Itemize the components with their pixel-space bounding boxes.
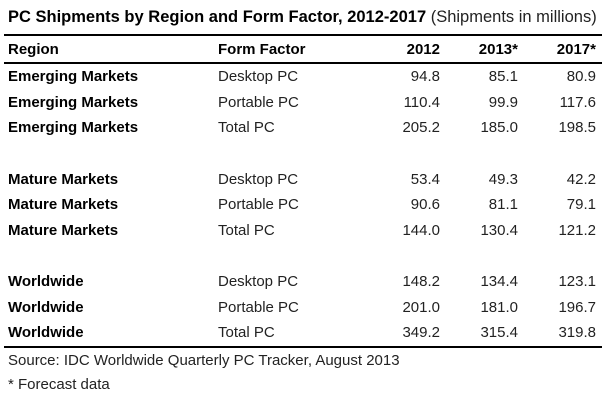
table-row: Mature Markets Desktop PC 53.4 49.3 42.2 [4, 167, 602, 193]
table-row: Worldwide Desktop PC 148.2 134.4 123.1 [4, 269, 602, 295]
cell-region: Emerging Markets [8, 68, 139, 86]
cell-2017: 80.9 [566, 68, 596, 86]
cell-2012: 349.2 [364, 320, 446, 348]
table-subtitle: (Shipments in millions) [430, 8, 597, 26]
cell-2017: 121.2 [558, 221, 596, 239]
cell-region: Mature Markets [8, 196, 119, 214]
cell-2012: 144.0 [402, 221, 440, 239]
cell-2012: 110.4 [403, 93, 440, 111]
cell-2012: 201.0 [402, 298, 440, 316]
source-note: Source: IDC Worldwide Quarterly PC Track… [8, 352, 400, 369]
cell-form-factor: Desktop PC [218, 170, 299, 188]
header-form-factor: Form Factor [218, 34, 364, 64]
cell-2013: 134.4 [480, 273, 518, 291]
table-title-row: PC Shipments by Region and Form Factor, … [8, 8, 597, 27]
cell-2013: 99.9 [488, 93, 518, 111]
group-spacer [4, 243, 602, 269]
cell-form-factor: Total PC [218, 221, 275, 239]
cell-2013: 185.0 [480, 119, 518, 137]
cell-2017: 117.6 [559, 93, 596, 111]
cell-2017: 123.1 [558, 273, 596, 291]
cell-form-factor: Desktop PC [218, 273, 299, 291]
cell-form-factor: Portable PC [218, 196, 299, 214]
cell-2013: 181.0 [480, 298, 518, 316]
cell-2017: 319.8 [524, 320, 602, 348]
cell-region: Mature Markets [8, 170, 119, 188]
table-title: PC Shipments by Region and Form Factor, … [8, 8, 427, 26]
table-row: Emerging Markets Total PC 205.2 185.0 19… [4, 115, 602, 141]
shipments-table: Region Form Factor 2012 2013* 2017* Emer… [4, 34, 602, 348]
cell-2013: 81.1 [488, 196, 518, 214]
forecast-footnote: * Forecast data [8, 376, 110, 393]
cell-region: Worldwide [8, 298, 84, 316]
cell-2017: 198.5 [558, 119, 596, 137]
cell-2017: 196.7 [558, 298, 596, 316]
cell-form-factor: Total PC [218, 320, 364, 348]
cell-2017: 42.2 [566, 170, 596, 188]
table-row: Mature Markets Portable PC 90.6 81.1 79.… [4, 192, 602, 218]
table-row: Worldwide Portable PC 201.0 181.0 196.7 [4, 295, 602, 321]
cell-2012: 205.2 [402, 119, 440, 137]
cell-2012: 94.8 [410, 68, 440, 86]
group-spacer [4, 141, 602, 167]
header-2013: 2013* [446, 34, 524, 64]
header-2012: 2012 [364, 34, 446, 64]
table-row: Emerging Markets Desktop PC 94.8 85.1 80… [4, 63, 602, 90]
cell-2017: 79.1 [566, 196, 596, 214]
cell-form-factor: Total PC [218, 119, 275, 137]
header-region: Region [4, 34, 218, 64]
cell-form-factor: Desktop PC [218, 68, 299, 86]
table-row: Emerging Markets Portable PC 110.4 99.9 … [4, 90, 602, 116]
header-2017: 2017* [524, 34, 602, 64]
cell-region: Worldwide [8, 273, 84, 291]
cell-2013: 85.1 [488, 68, 518, 86]
cell-region: Emerging Markets [8, 119, 139, 137]
header-row: Region Form Factor 2012 2013* 2017* [4, 34, 602, 64]
cell-2012: 53.4 [410, 170, 440, 188]
table-row: Mature Markets Total PC 144.0 130.4 121.… [4, 218, 602, 244]
cell-region: Emerging Markets [8, 93, 139, 111]
cell-2012: 148.2 [402, 273, 440, 291]
cell-region: Worldwide [4, 320, 218, 348]
table-row: Worldwide Total PC 349.2 315.4 319.8 [4, 320, 602, 348]
cell-form-factor: Portable PC [218, 93, 299, 111]
cell-2013: 49.3 [488, 170, 518, 188]
cell-form-factor: Portable PC [218, 298, 299, 316]
cell-2012: 90.6 [410, 196, 440, 214]
cell-2013: 130.4 [480, 221, 518, 239]
cell-2013: 315.4 [446, 320, 524, 348]
cell-region: Mature Markets [8, 221, 119, 239]
